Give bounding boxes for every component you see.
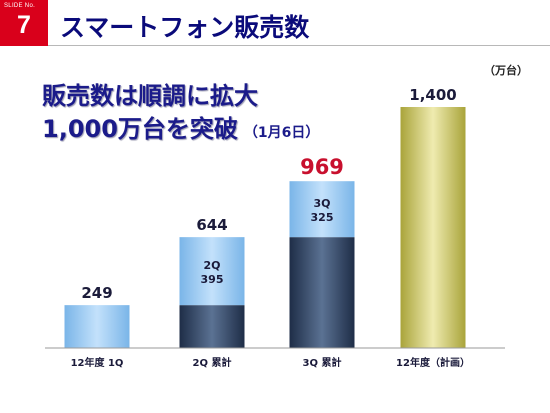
headline-date-note: （1月6日）	[243, 125, 320, 141]
total-label: 249	[81, 284, 112, 302]
segment-label-quarter: 2Q	[203, 259, 220, 272]
headline-line-2-row: 1,000万台を突破 （1月6日）	[42, 109, 319, 144]
total-label: 1,400	[409, 86, 456, 104]
bar-segment-4-plan	[400, 107, 466, 348]
headline-line-2: 1,000万台を突破	[42, 115, 238, 143]
slide-number-label: SLIDE No.	[4, 3, 36, 9]
bars-group	[64, 107, 466, 348]
unit-label: （万台）	[484, 64, 528, 77]
total-label: 969	[300, 155, 344, 179]
slide-number: 7	[17, 11, 31, 39]
bar-segment-1-current	[64, 305, 130, 348]
slide-number-badge: SLIDE No. 7	[0, 0, 48, 46]
title-divider	[48, 45, 550, 46]
bar-segment-3-cumulative-prior	[289, 237, 355, 348]
segment-label-quarter: 3Q	[313, 197, 330, 210]
bar-segment-2-current	[179, 237, 245, 306]
slide-title: スマートフォン販売数	[60, 13, 310, 42]
category-label: 12年度 1Q	[71, 356, 124, 369]
category-label: 2Q 累計	[193, 356, 232, 369]
segment-label-value: 325	[311, 211, 334, 224]
total-label: 644	[196, 216, 227, 234]
bar-segment-3-current	[289, 181, 355, 238]
headline-line-1: 販売数は順調に拡大	[42, 82, 258, 110]
segment-label-value: 395	[201, 273, 224, 286]
bar-segment-2-cumulative-prior	[179, 305, 245, 348]
category-label: 3Q 累計	[303, 356, 342, 369]
category-label: 12年度（計画）	[396, 356, 470, 369]
